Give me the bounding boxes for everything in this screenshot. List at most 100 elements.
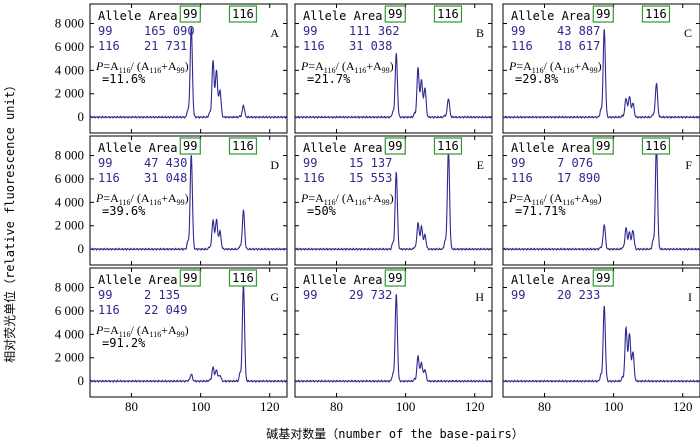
ratio-formula: P=A116/ (A116+A99) (508, 59, 602, 75)
plot-frame (294, 135, 493, 266)
allele-number: 116 (98, 39, 120, 53)
allele-area-header: Allele Area (98, 273, 177, 287)
series-line (89, 155, 288, 251)
y-tick-label: 0 (78, 109, 85, 124)
allele-marker-label: 99 (596, 7, 610, 21)
allele-marker-label: 99 (596, 139, 610, 153)
allele-area-header: Allele Area (98, 141, 177, 155)
plot-frame (294, 3, 493, 134)
allele-area-value: 22 049 (144, 303, 187, 317)
allele-marker-box (384, 5, 406, 23)
x-tick-label: 80 (538, 399, 551, 414)
allele-marker-box (433, 137, 463, 155)
ratio-formula: P=A116/ (A116+A99) (508, 191, 602, 207)
allele-area-value: 165 090 (144, 24, 195, 38)
allele-area-value: 20 233 (557, 288, 600, 302)
allele-marker-box (641, 5, 671, 23)
allele-number: 99 (98, 24, 112, 38)
panel-label: G (270, 290, 279, 304)
allele-marker-box (179, 269, 201, 287)
y-tick-label: 8 000 (55, 280, 84, 295)
ratio-formula: P=A116/ (A116+A99) (95, 323, 189, 339)
ratio-value: =91.2% (102, 336, 146, 350)
allele-marker-box (641, 137, 671, 155)
panel-label: D (270, 158, 279, 172)
allele-area-header: Allele Area (303, 141, 382, 155)
allele-area-value: 17 890 (557, 171, 600, 185)
panel-label: C (684, 26, 692, 40)
plot-frame (502, 135, 700, 266)
allele-number: 99 (98, 156, 112, 170)
y-tick-label: 2 000 (55, 350, 84, 365)
allele-marker-box (384, 269, 406, 287)
allele-marker-label: 99 (596, 271, 610, 285)
allele-area-value: 18 617 (557, 39, 600, 53)
allele-marker-label: 116 (232, 139, 254, 153)
y-tick-label: 6 000 (55, 171, 84, 186)
plot-frame (89, 3, 288, 134)
x-tick-label: 80 (330, 399, 343, 414)
allele-number: 116 (98, 171, 120, 185)
y-tick-label: 4 000 (55, 194, 84, 209)
allele-area-header: Allele Area (511, 9, 590, 23)
allele-number: 116 (511, 171, 533, 185)
ratio-value: =39.6% (102, 204, 146, 218)
panel-label: A (270, 26, 279, 40)
allele-number: 99 (98, 288, 112, 302)
y-tick-label: 4 000 (55, 326, 84, 341)
allele-area-value: 15 553 (349, 171, 392, 185)
x-tick-label: 120 (260, 399, 280, 414)
x-tick-label: 120 (465, 399, 485, 414)
panel-label: E (477, 158, 484, 172)
allele-area-header: Allele Area (303, 273, 382, 287)
allele-number: 116 (303, 39, 325, 53)
allele-marker-box (592, 269, 614, 287)
plot-frame (502, 267, 700, 398)
y-tick-label: 0 (78, 241, 85, 256)
y-tick-label: 8 000 (55, 16, 84, 31)
x-tick-label: 80 (125, 399, 138, 414)
allele-marker-label: 99 (183, 139, 197, 153)
plot-frame (89, 135, 288, 266)
allele-marker-label: 99 (388, 271, 402, 285)
allele-marker-box (592, 137, 614, 155)
allele-marker-label: 99 (183, 271, 197, 285)
x-tick-label: 100 (191, 399, 211, 414)
y-axis-label: 相对荧光单位（relative fluorescence unit） (2, 79, 17, 363)
y-tick-label: 2 000 (55, 218, 84, 233)
allele-marker-box (179, 137, 201, 155)
plot-frame (89, 267, 288, 398)
ratio-formula: P=A116/ (A116+A99) (95, 59, 189, 75)
allele-area-value: 2 135 (144, 288, 180, 302)
allele-marker-label: 116 (232, 7, 254, 21)
y-tick-label: 8 000 (55, 148, 84, 163)
y-tick-label: 6 000 (55, 39, 84, 54)
allele-number: 99 (511, 24, 525, 38)
allele-marker-label: 116 (645, 7, 667, 21)
allele-marker-label: 116 (232, 271, 254, 285)
series-line (294, 52, 493, 119)
allele-area-value: 43 887 (557, 24, 600, 38)
series-line (294, 294, 493, 383)
series-line (89, 285, 288, 383)
allele-marker-label: 99 (388, 7, 402, 21)
ratio-value: =50% (307, 204, 337, 218)
y-tick-label: 4 000 (55, 62, 84, 77)
series-line (502, 305, 700, 383)
allele-area-value: 21 731 (144, 39, 187, 53)
ratio-value: =21.7% (307, 72, 351, 86)
series-line (89, 27, 288, 119)
allele-number: 99 (511, 288, 525, 302)
panel-label: H (475, 290, 484, 304)
plot-frame (294, 267, 493, 398)
allele-area-value: 29 732 (349, 288, 392, 302)
ratio-formula: P=A116/ (A116+A99) (95, 191, 189, 207)
allele-marker-label: 99 (388, 139, 402, 153)
